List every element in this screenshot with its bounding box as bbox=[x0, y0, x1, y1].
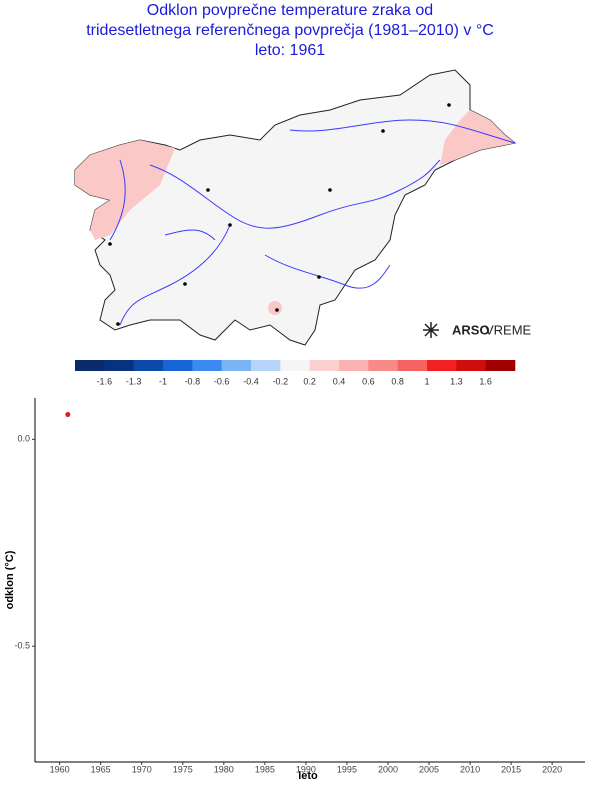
x-tick-label: 2020 bbox=[542, 764, 562, 774]
legend-label: -1 bbox=[159, 376, 167, 386]
legend-label: 0.6 bbox=[362, 376, 375, 386]
y-tick-label: 0.0 bbox=[17, 434, 30, 444]
country bbox=[74, 69, 517, 346]
map-title: leto: 1961 bbox=[255, 42, 325, 59]
x-tick-label: 1970 bbox=[132, 764, 152, 774]
y-tick-label: -0.5 bbox=[14, 641, 30, 651]
legend-swatch bbox=[427, 360, 457, 371]
x-tick-label: 1985 bbox=[255, 764, 275, 774]
legend-swatch bbox=[221, 360, 252, 371]
legend-swatch bbox=[339, 360, 369, 371]
river bbox=[289, 119, 516, 144]
x-tick-label: 1960 bbox=[50, 764, 70, 774]
legend-swatch bbox=[75, 360, 105, 371]
x-axis-label: leto bbox=[298, 770, 318, 782]
legend-label: 0.8 bbox=[391, 376, 404, 386]
legend-label: 0.2 bbox=[303, 376, 316, 386]
legend-swatch bbox=[251, 360, 281, 371]
map-title: Odklon povprečne temperature zraka od bbox=[147, 2, 433, 19]
x-tick-label: 2015 bbox=[501, 764, 521, 774]
river bbox=[264, 254, 391, 289]
y-axis-label: odklon (°C) bbox=[4, 550, 16, 609]
logo: ARSO VREME bbox=[423, 322, 532, 338]
legend-swatch bbox=[192, 360, 222, 371]
legend-swatch bbox=[163, 360, 193, 371]
legend-label: 0.4 bbox=[333, 376, 346, 386]
cities bbox=[108, 103, 451, 326]
logo-text: ARSO bbox=[452, 322, 490, 337]
legend-swatch bbox=[397, 360, 428, 371]
legend-swatch bbox=[104, 360, 134, 371]
legend-label: -1.3 bbox=[126, 376, 142, 386]
river bbox=[119, 224, 231, 326]
x-tick-label: 1965 bbox=[91, 764, 111, 774]
anomaly-area bbox=[440, 110, 515, 165]
logo-text: VREME bbox=[485, 322, 532, 337]
x-tick-label: 1995 bbox=[337, 764, 357, 774]
legend-label: -1.6 bbox=[97, 376, 113, 386]
anomaly-area bbox=[268, 301, 282, 315]
point bbox=[65, 412, 71, 418]
x-tick-label: 2000 bbox=[378, 764, 398, 774]
legend-swatch bbox=[280, 360, 310, 371]
x-tick-label: 2010 bbox=[460, 764, 480, 774]
legend-label: -0.6 bbox=[214, 376, 230, 386]
legend-label: 1.3 bbox=[450, 376, 463, 386]
river bbox=[149, 159, 441, 229]
map bbox=[74, 69, 517, 346]
legend-swatch bbox=[309, 360, 340, 371]
river bbox=[109, 159, 126, 241]
x-tick-label: 2005 bbox=[419, 764, 439, 774]
map-title: tridesetletnega referenčnega povprečja (… bbox=[86, 22, 494, 39]
legend-swatch bbox=[368, 360, 398, 371]
legend-swatch bbox=[456, 360, 486, 371]
legend-label: -0.4 bbox=[243, 376, 259, 386]
legend-label: -0.8 bbox=[185, 376, 201, 386]
river bbox=[164, 229, 216, 241]
x-tick-label: 1975 bbox=[173, 764, 193, 774]
legend-label: 1.6 bbox=[479, 376, 492, 386]
legend-swatch bbox=[133, 360, 164, 371]
x-tick-label: 1980 bbox=[214, 764, 234, 774]
x-tick-label: 1990 bbox=[296, 764, 316, 774]
legend-label: 1 bbox=[424, 376, 429, 386]
legend-label: -0.2 bbox=[273, 376, 289, 386]
legend-swatch bbox=[485, 360, 516, 371]
